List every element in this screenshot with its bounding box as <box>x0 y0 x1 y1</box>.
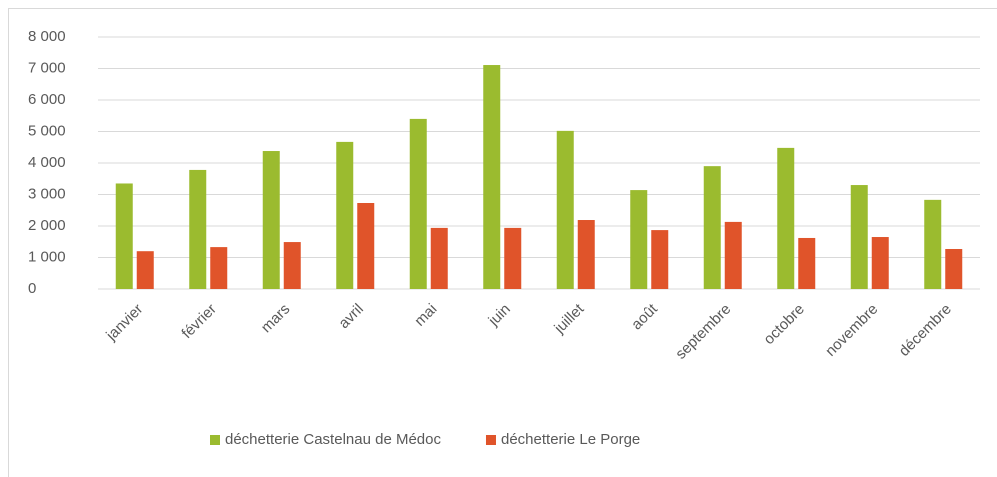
y-tick-label: 7 000 <box>28 59 66 76</box>
y-tick-label: 0 <box>28 280 36 297</box>
bar <box>210 247 228 289</box>
bar <box>630 190 648 289</box>
bar <box>798 237 816 289</box>
x-tick-label: novembre <box>822 301 881 360</box>
chart-border <box>8 8 997 477</box>
bar <box>189 169 207 289</box>
y-tick-label: 4 000 <box>28 154 66 171</box>
legend-label: déchetterie Castelnau de Médoc <box>225 431 441 448</box>
bar <box>945 248 963 289</box>
x-tick-label: janvier <box>102 301 146 345</box>
x-tick-label: avril <box>335 301 366 332</box>
bar <box>777 147 795 289</box>
bar <box>871 237 889 289</box>
bar <box>409 118 427 290</box>
bar <box>850 185 868 289</box>
x-tick-label: février <box>178 301 219 342</box>
x-tick-label: mai <box>411 301 440 330</box>
legend-swatch <box>485 435 496 445</box>
bar <box>556 130 574 289</box>
y-tick-label: 3 000 <box>28 185 66 202</box>
legend-swatch <box>210 435 220 445</box>
x-tick-label: juillet <box>550 300 587 337</box>
bar <box>283 242 301 289</box>
x-tick-label: décembre <box>896 301 955 360</box>
bar <box>504 227 522 289</box>
bar <box>336 141 354 289</box>
bar <box>924 199 942 289</box>
bar <box>430 227 448 289</box>
bar <box>262 151 280 289</box>
bar <box>724 221 742 289</box>
y-tick-label: 5 000 <box>28 122 66 139</box>
x-tick-label: mars <box>258 301 294 337</box>
bar <box>357 203 375 289</box>
bar <box>703 166 721 289</box>
x-tick-label: octobre <box>760 301 807 348</box>
bar <box>115 183 133 289</box>
bar <box>483 65 501 289</box>
x-tick-label: août <box>628 300 661 333</box>
bar <box>136 251 154 289</box>
legend-label: déchetterie Le Porge <box>501 431 640 448</box>
y-tick-label: 2 000 <box>28 217 66 234</box>
y-tick-label: 6 000 <box>28 91 66 108</box>
y-tick-label: 8 000 <box>28 28 66 45</box>
x-tick-label: juin <box>485 301 514 330</box>
bar <box>577 220 595 289</box>
y-tick-label: 1 000 <box>28 248 66 265</box>
x-tick-label: septembre <box>672 301 734 363</box>
bar <box>651 230 669 289</box>
